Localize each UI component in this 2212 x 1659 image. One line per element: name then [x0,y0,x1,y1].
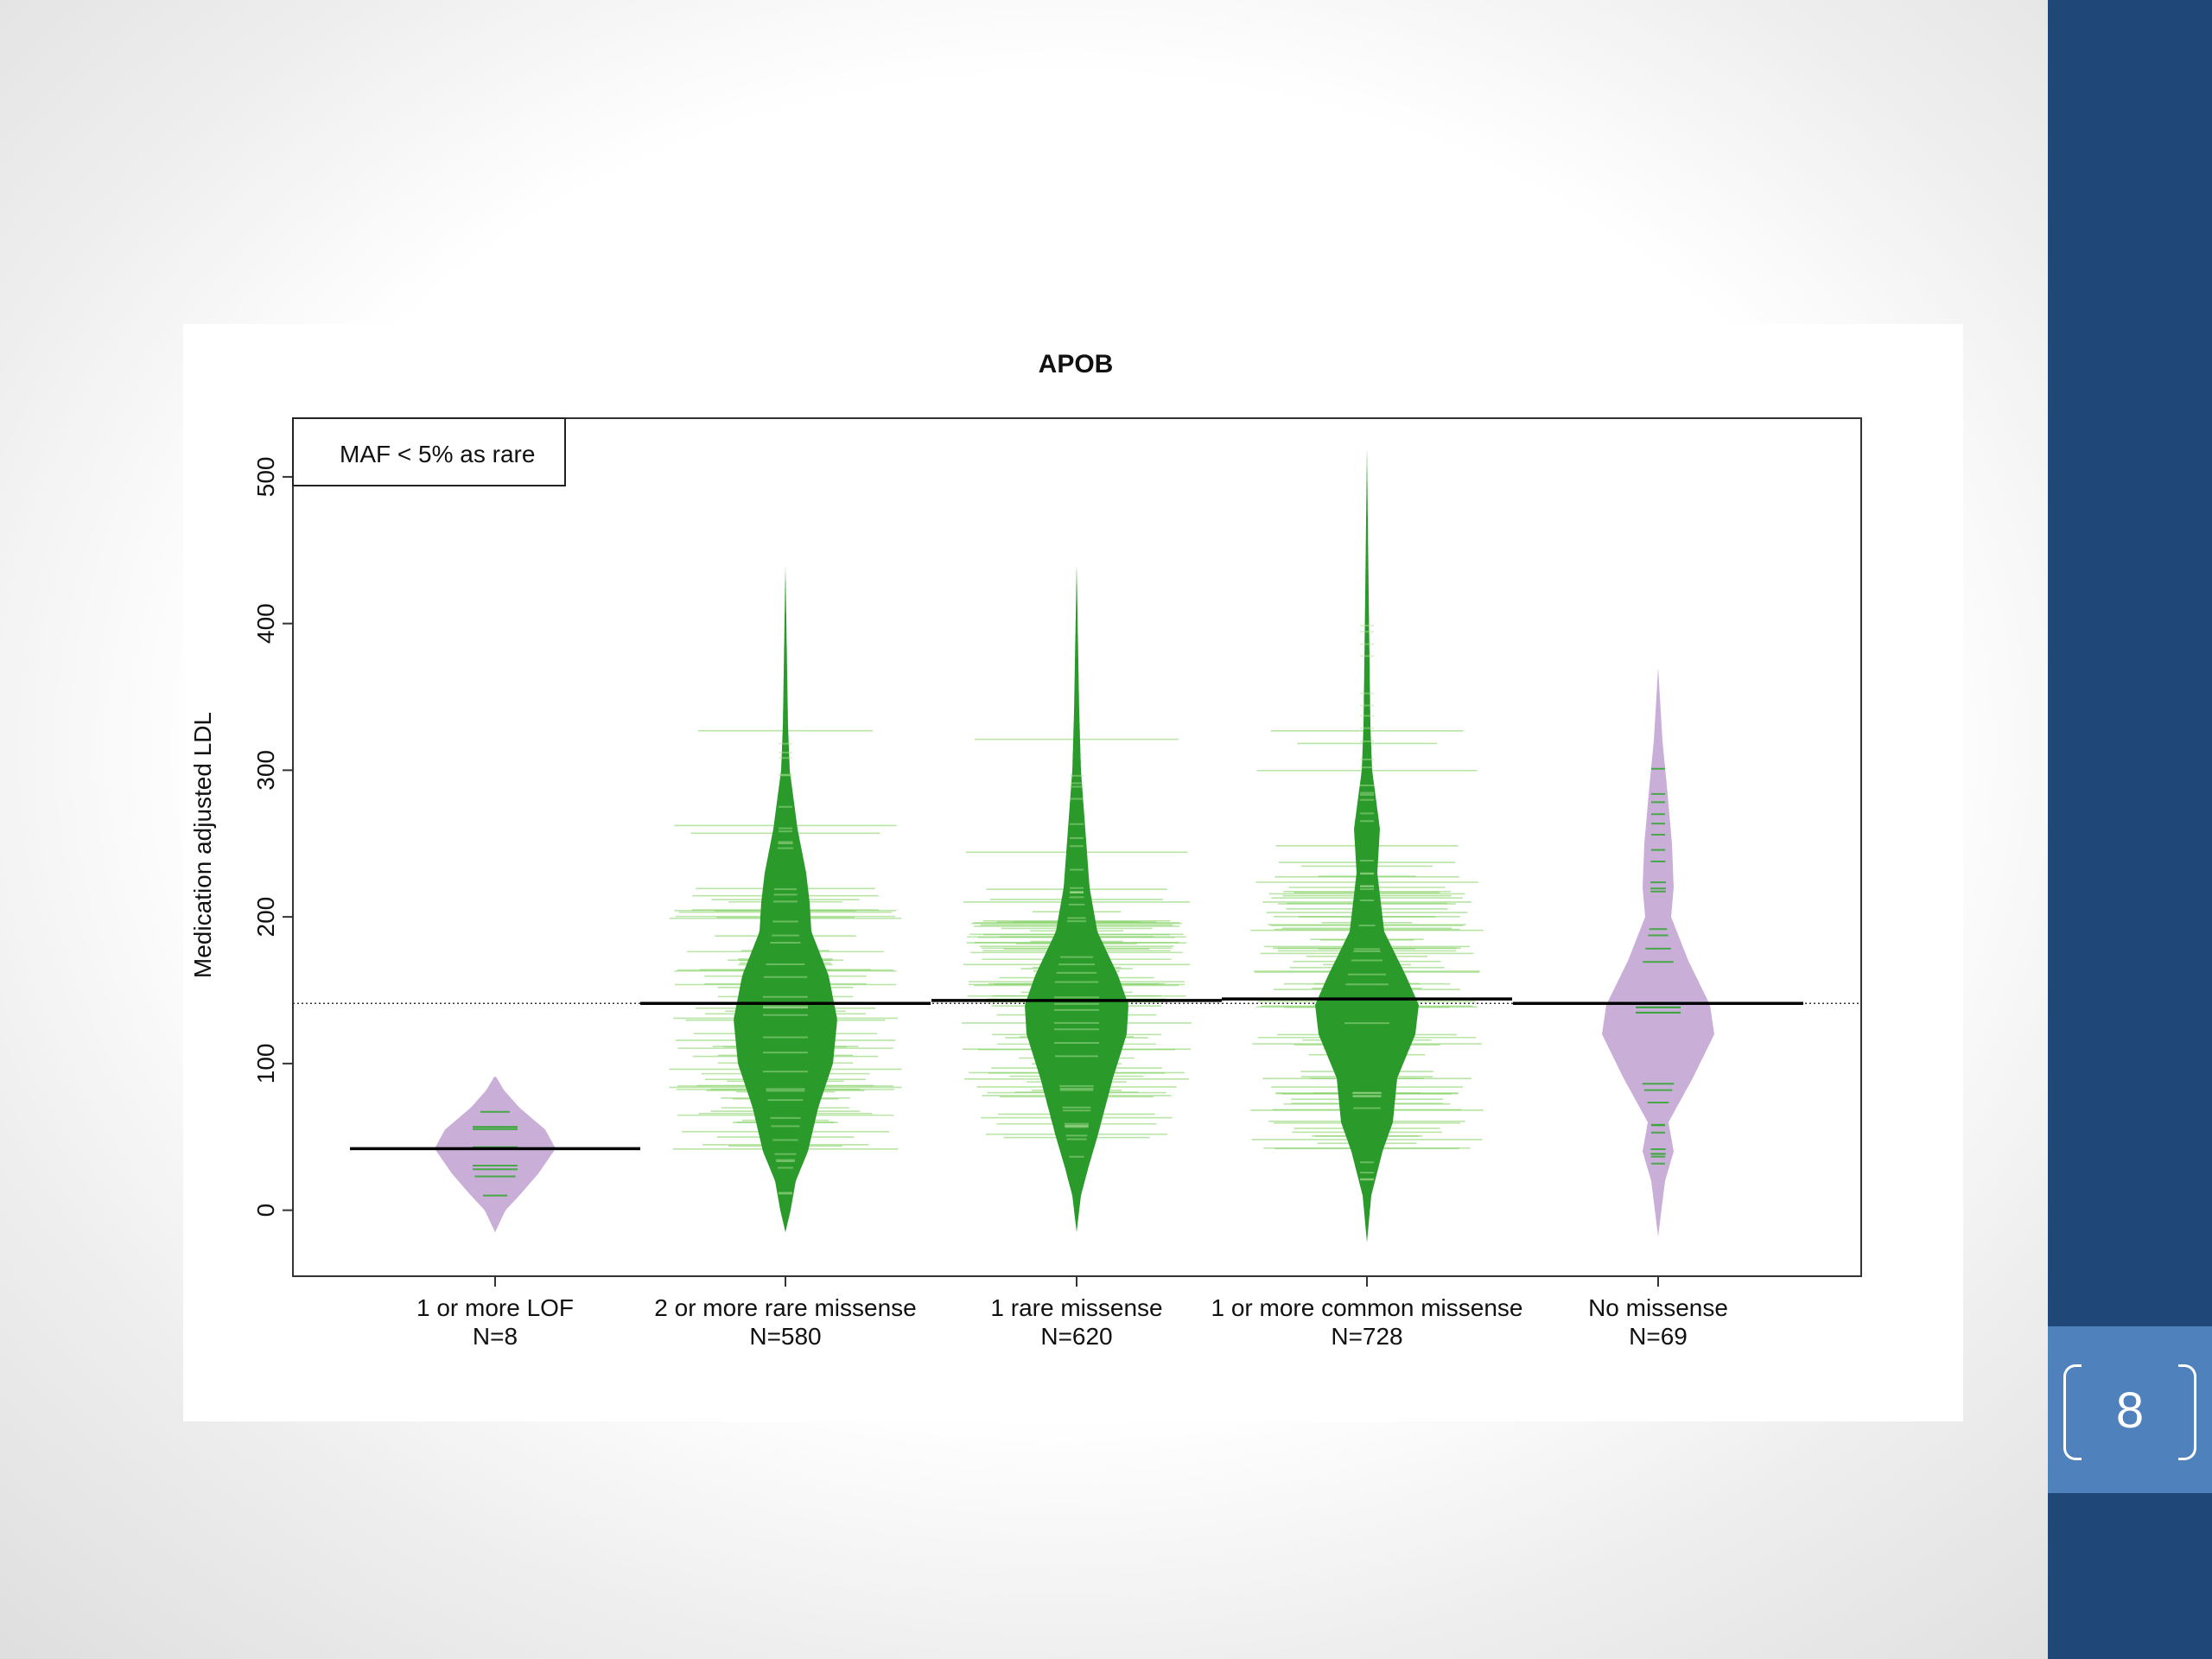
x-tick-label: 1 rare missense [990,1294,1162,1321]
y-tick-label: 500 [252,457,279,498]
bean-shape [1025,566,1128,1233]
bean-group [1222,447,1512,1243]
x-tick-count-label: N=728 [1331,1323,1402,1350]
right-bracket-icon [2178,1364,2196,1460]
x-tick-label: 1 or more common missense [1211,1294,1522,1321]
y-tick-label: 300 [252,750,279,791]
bean-group [1513,667,1803,1237]
x-tick-label: 1 or more LOF [416,1294,574,1321]
chart-figure: APOB Medication adjusted LDL 0 100 200 300 4… [183,324,1963,1421]
y-tick-label: 0 [252,1204,279,1217]
plot-frame [292,417,1862,1277]
bean-group [350,1077,640,1233]
x-tick-count-label: N=69 [1629,1323,1688,1350]
y-axis-label: Medication adjusted LDL [189,712,216,978]
chart-title: APOB [1039,350,1114,378]
y-axis: 0 100 200 300 400 500 [252,457,293,1217]
legend-box [292,417,566,486]
y-tick-label: 200 [252,897,279,938]
bean-shape [435,1077,556,1233]
x-tick-count-label: N=580 [749,1323,821,1350]
bean-group [931,566,1222,1233]
bean-shape [1315,447,1419,1243]
legend: MAF < 5% as rare [292,417,566,486]
y-tick-label: 100 [252,1044,279,1084]
bean-group [640,566,931,1233]
page-number-box: 8 [2048,1326,2212,1493]
x-tick-label: No missense [1588,1294,1728,1321]
x-tick-count-label: N=8 [473,1323,518,1350]
bean-shape [1602,667,1714,1237]
bean-shape [734,566,837,1233]
y-tick-label: 400 [252,603,279,644]
page-number: 8 [2115,1382,2145,1439]
beanplot-chart: APOB Medication adjusted LDL 0 100 200 300 4… [189,350,1862,1350]
left-bracket-icon [2063,1364,2082,1460]
x-tick-count-label: N=620 [1040,1323,1112,1350]
legend-text: MAF < 5% as rare [340,441,535,467]
plot-area [293,447,1861,1243]
x-tick-label: 2 or more rare missense [654,1294,916,1321]
